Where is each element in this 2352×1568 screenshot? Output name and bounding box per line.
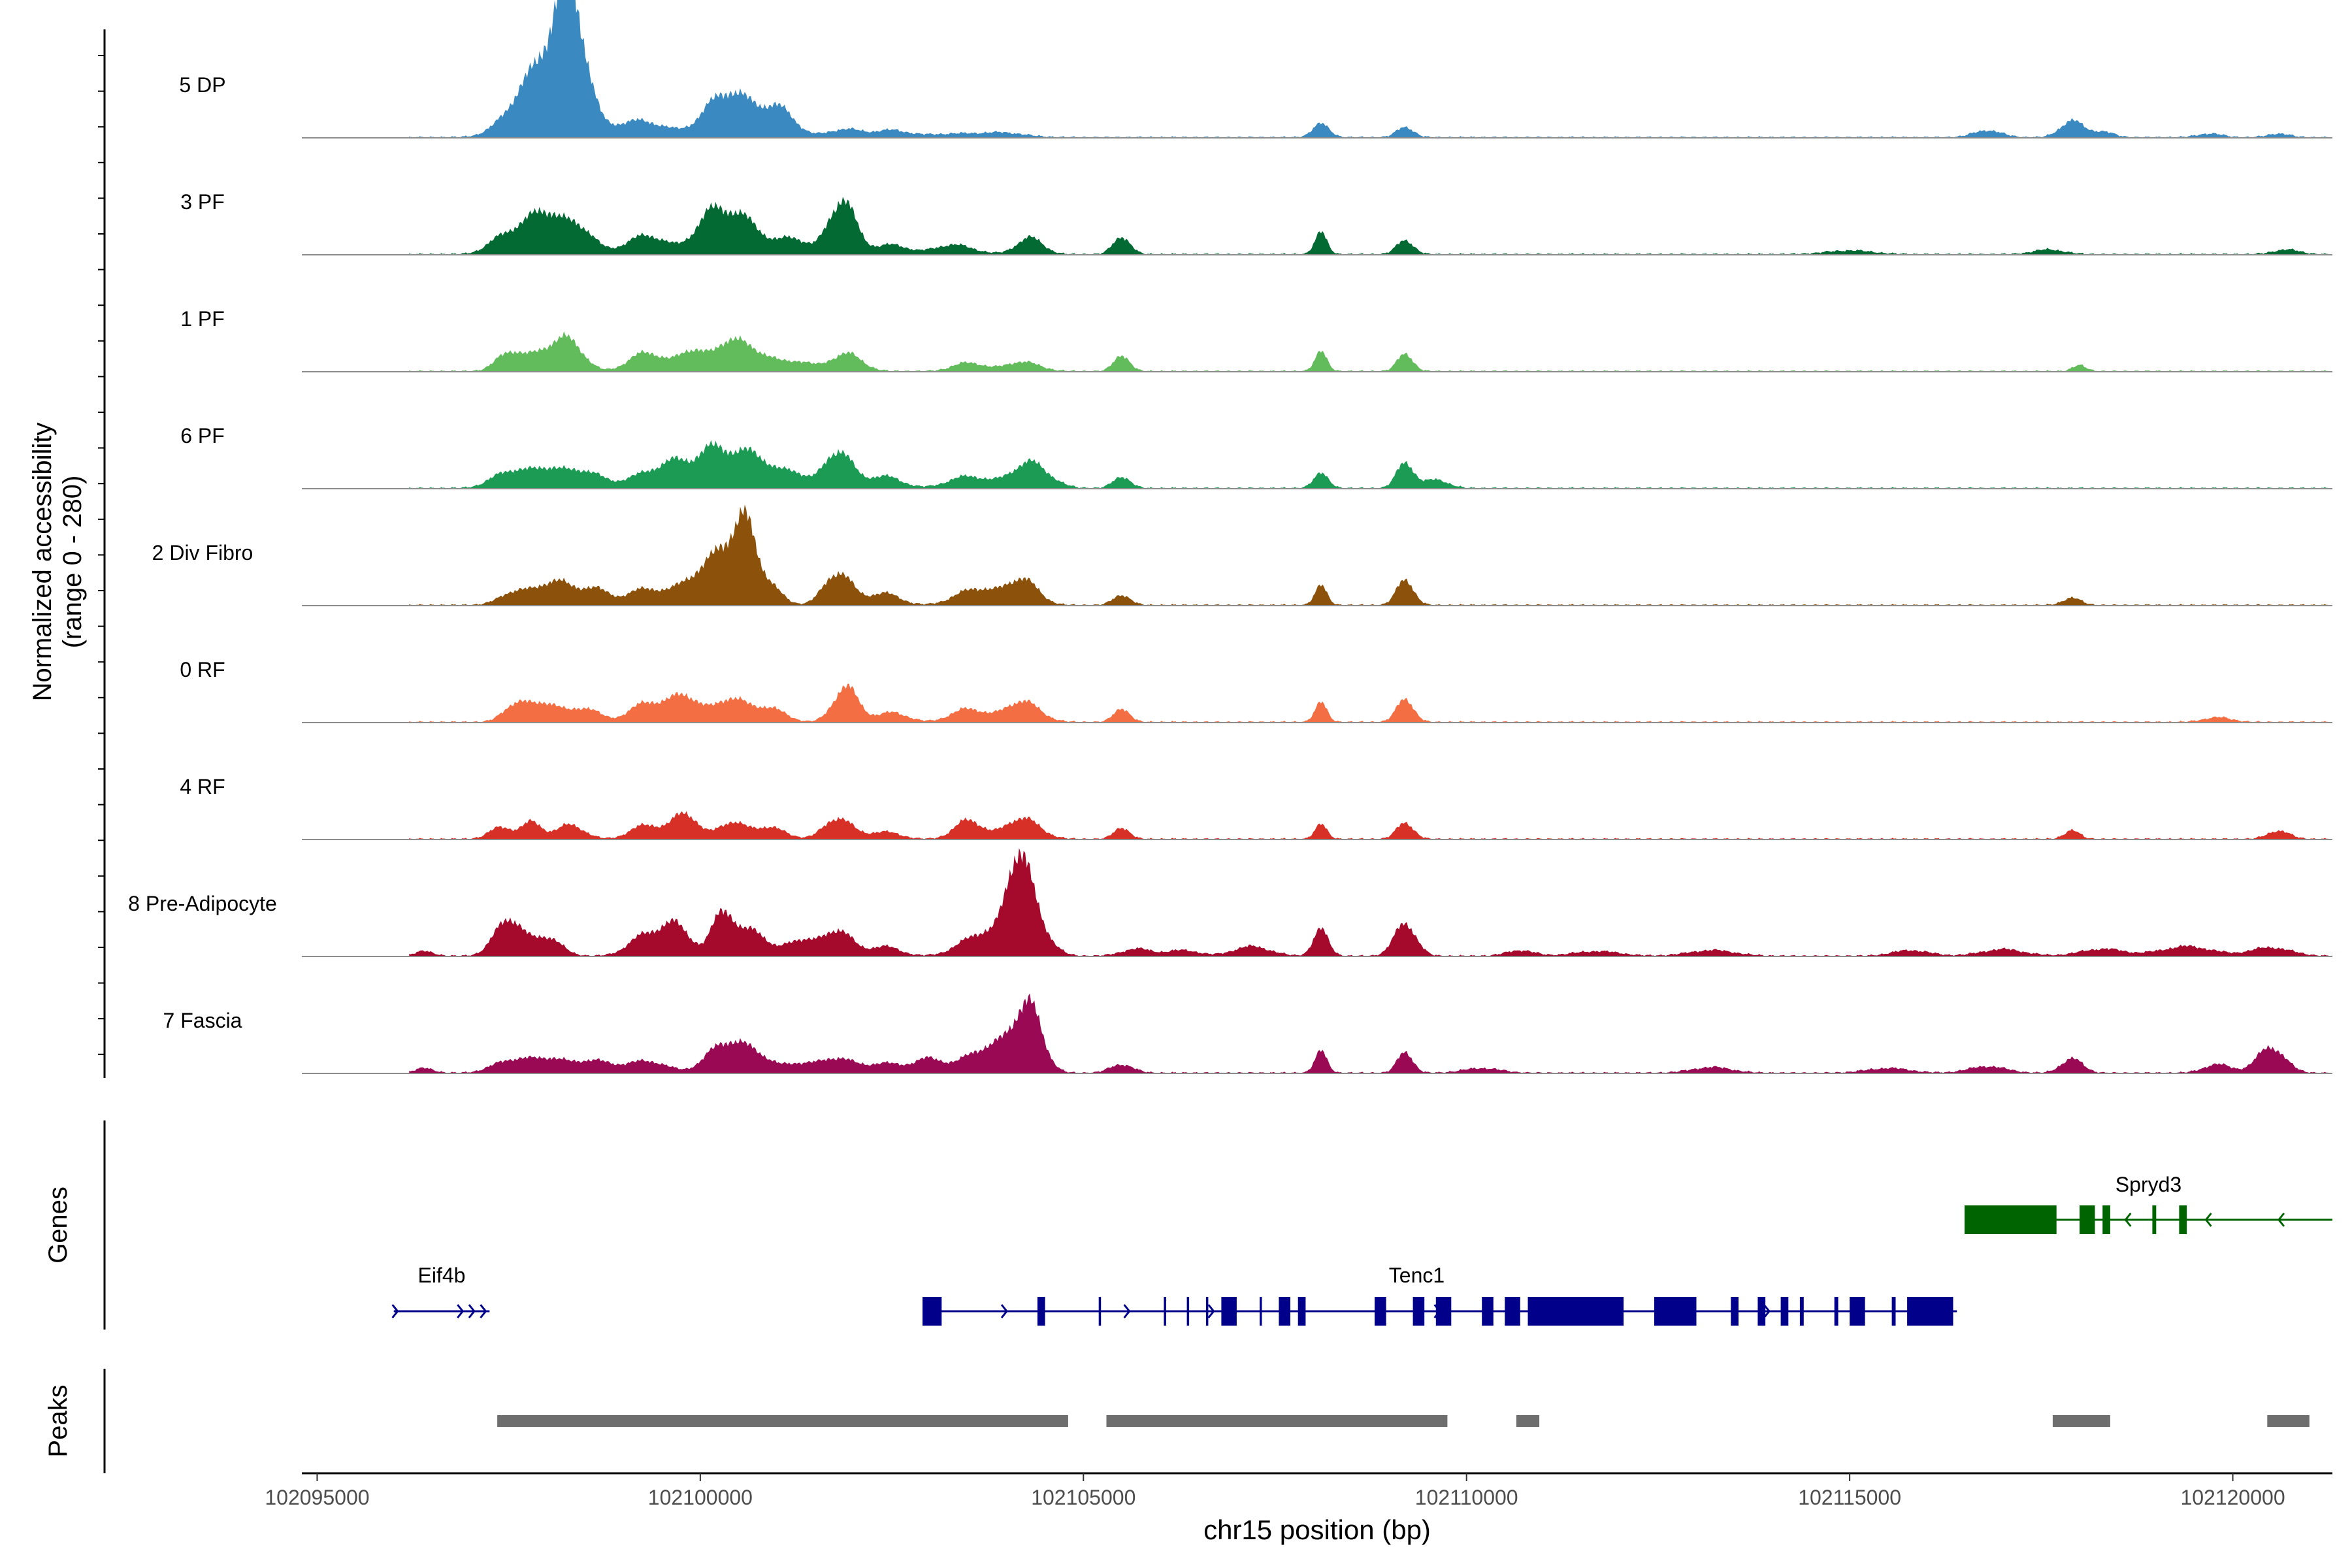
exon-tenc1 bbox=[923, 1297, 942, 1326]
track-label-5: 0 RF bbox=[180, 658, 225, 681]
coverage-area-4 bbox=[409, 504, 2333, 606]
strand-arrow-icon bbox=[1763, 1304, 1771, 1318]
strand-arrow-icon bbox=[1123, 1304, 1131, 1318]
strand-arrow-icon bbox=[391, 1304, 399, 1318]
y-axis-subtitle: (range 0 - 280) bbox=[58, 476, 87, 649]
coverage-tracks bbox=[302, 0, 2333, 1074]
exon-tenc1 bbox=[1260, 1297, 1262, 1326]
exon-tenc1 bbox=[1834, 1297, 1838, 1326]
strand-arrow-icon bbox=[1433, 1304, 1441, 1318]
peak-region-0 bbox=[497, 1415, 1068, 1427]
x-tick-label: 102115000 bbox=[1798, 1486, 1901, 1509]
exon-spryd3 bbox=[2152, 1205, 2157, 1234]
track-label-4: 2 Div Fibro bbox=[152, 541, 253, 564]
coverage-area-5 bbox=[409, 683, 2333, 723]
gene-label-tenc1: Tenc1 bbox=[1389, 1264, 1445, 1287]
exon-tenc1 bbox=[1098, 1297, 1102, 1326]
coverage-area-0 bbox=[409, 0, 2332, 138]
exon-tenc1 bbox=[1850, 1297, 1865, 1326]
peak-region-1 bbox=[1106, 1415, 1448, 1427]
y-axis-title: Normalized accessibility bbox=[28, 423, 57, 702]
x-tick-label: 102100000 bbox=[648, 1486, 753, 1509]
exon-spryd3 bbox=[2080, 1205, 2095, 1234]
exon-tenc1 bbox=[1435, 1297, 1452, 1326]
exon-tenc1 bbox=[1780, 1297, 1789, 1326]
strand-arrow-icon bbox=[457, 1304, 465, 1318]
exon-tenc1 bbox=[1907, 1297, 1953, 1326]
strand-arrow-icon bbox=[2277, 1213, 2285, 1227]
peak-region-2 bbox=[1516, 1415, 1540, 1427]
track-label-1: 3 PF bbox=[180, 190, 225, 214]
track-label-7: 8 Pre-Adipocyte bbox=[128, 892, 277, 915]
exon-tenc1 bbox=[1164, 1297, 1166, 1326]
coverage-area-7 bbox=[409, 848, 2333, 956]
x-tick-label: 102105000 bbox=[1031, 1486, 1135, 1509]
exon-tenc1 bbox=[1891, 1297, 1896, 1326]
strand-arrow-icon bbox=[1000, 1304, 1008, 1318]
exon-tenc1 bbox=[1482, 1297, 1494, 1326]
strand-arrow-icon bbox=[480, 1304, 487, 1318]
track-label-3: 6 PF bbox=[180, 424, 225, 448]
exon-tenc1 bbox=[1186, 1297, 1190, 1326]
exon-tenc1 bbox=[1654, 1297, 1697, 1326]
exon-tenc1 bbox=[1505, 1297, 1520, 1326]
track-label-6: 4 RF bbox=[180, 775, 225, 798]
exon-tenc1 bbox=[1037, 1297, 1045, 1326]
exon-tenc1 bbox=[1527, 1297, 1624, 1326]
exon-spryd3 bbox=[2102, 1205, 2110, 1234]
peak-regions bbox=[497, 1415, 2310, 1427]
track-labels: 5 DP 3 PF 1 PF 6 PF 2 Div Fibro 0 RF 4 RF 8 Pre… bbox=[128, 73, 277, 1032]
track-label-2: 1 PF bbox=[180, 307, 225, 331]
gene-label-spryd3: Spryd3 bbox=[2115, 1173, 2181, 1196]
y-minor-ticks bbox=[98, 55, 105, 1055]
exon-spryd3 bbox=[2179, 1205, 2187, 1234]
coverage-area-3 bbox=[409, 440, 2333, 489]
strand-arrow-icon bbox=[2124, 1213, 2132, 1227]
x-axis-ticks: 102095000 102100000 102105000 102110000 1021… bbox=[265, 1473, 2285, 1509]
exon-tenc1 bbox=[1279, 1297, 1290, 1326]
gene-models: Eif4b Tenc1 Spryd3 bbox=[391, 1173, 2332, 1326]
gene-label-eif4b: Eif4b bbox=[418, 1264, 466, 1287]
exon-tenc1 bbox=[1731, 1297, 1739, 1326]
exon-tenc1 bbox=[1205, 1297, 1209, 1326]
coverage-area-8 bbox=[409, 993, 2333, 1073]
coverage-area-2 bbox=[409, 331, 2333, 372]
x-tick-label: 102120000 bbox=[2180, 1486, 2285, 1509]
genes-label: Genes bbox=[44, 1186, 73, 1264]
exon-spryd3 bbox=[1965, 1205, 2057, 1234]
exon-tenc1 bbox=[1757, 1297, 1766, 1326]
coverage-area-6 bbox=[409, 811, 2333, 840]
peak-region-3 bbox=[2052, 1415, 2110, 1427]
peaks-label: Peaks bbox=[44, 1384, 73, 1457]
track-label-0: 5 DP bbox=[179, 73, 225, 97]
exon-tenc1 bbox=[1221, 1297, 1237, 1326]
exon-tenc1 bbox=[1413, 1297, 1425, 1326]
exon-tenc1 bbox=[1799, 1297, 1804, 1326]
strand-arrow-icon bbox=[468, 1304, 476, 1318]
x-axis-title: chr15 position (bp) bbox=[1203, 1514, 1431, 1545]
strand-arrow-icon bbox=[924, 1304, 932, 1318]
track-label-8: 7 Fascia bbox=[163, 1009, 242, 1032]
peak-region-4 bbox=[2267, 1415, 2310, 1427]
exon-tenc1 bbox=[1298, 1297, 1306, 1326]
x-tick-label: 102095000 bbox=[265, 1486, 369, 1509]
strand-arrow-icon bbox=[1207, 1304, 1215, 1318]
coverage-area-1 bbox=[409, 197, 2333, 255]
exon-tenc1 bbox=[1375, 1297, 1386, 1326]
x-tick-label: 102110000 bbox=[1415, 1486, 1518, 1509]
strand-arrow-icon bbox=[2204, 1213, 2212, 1227]
